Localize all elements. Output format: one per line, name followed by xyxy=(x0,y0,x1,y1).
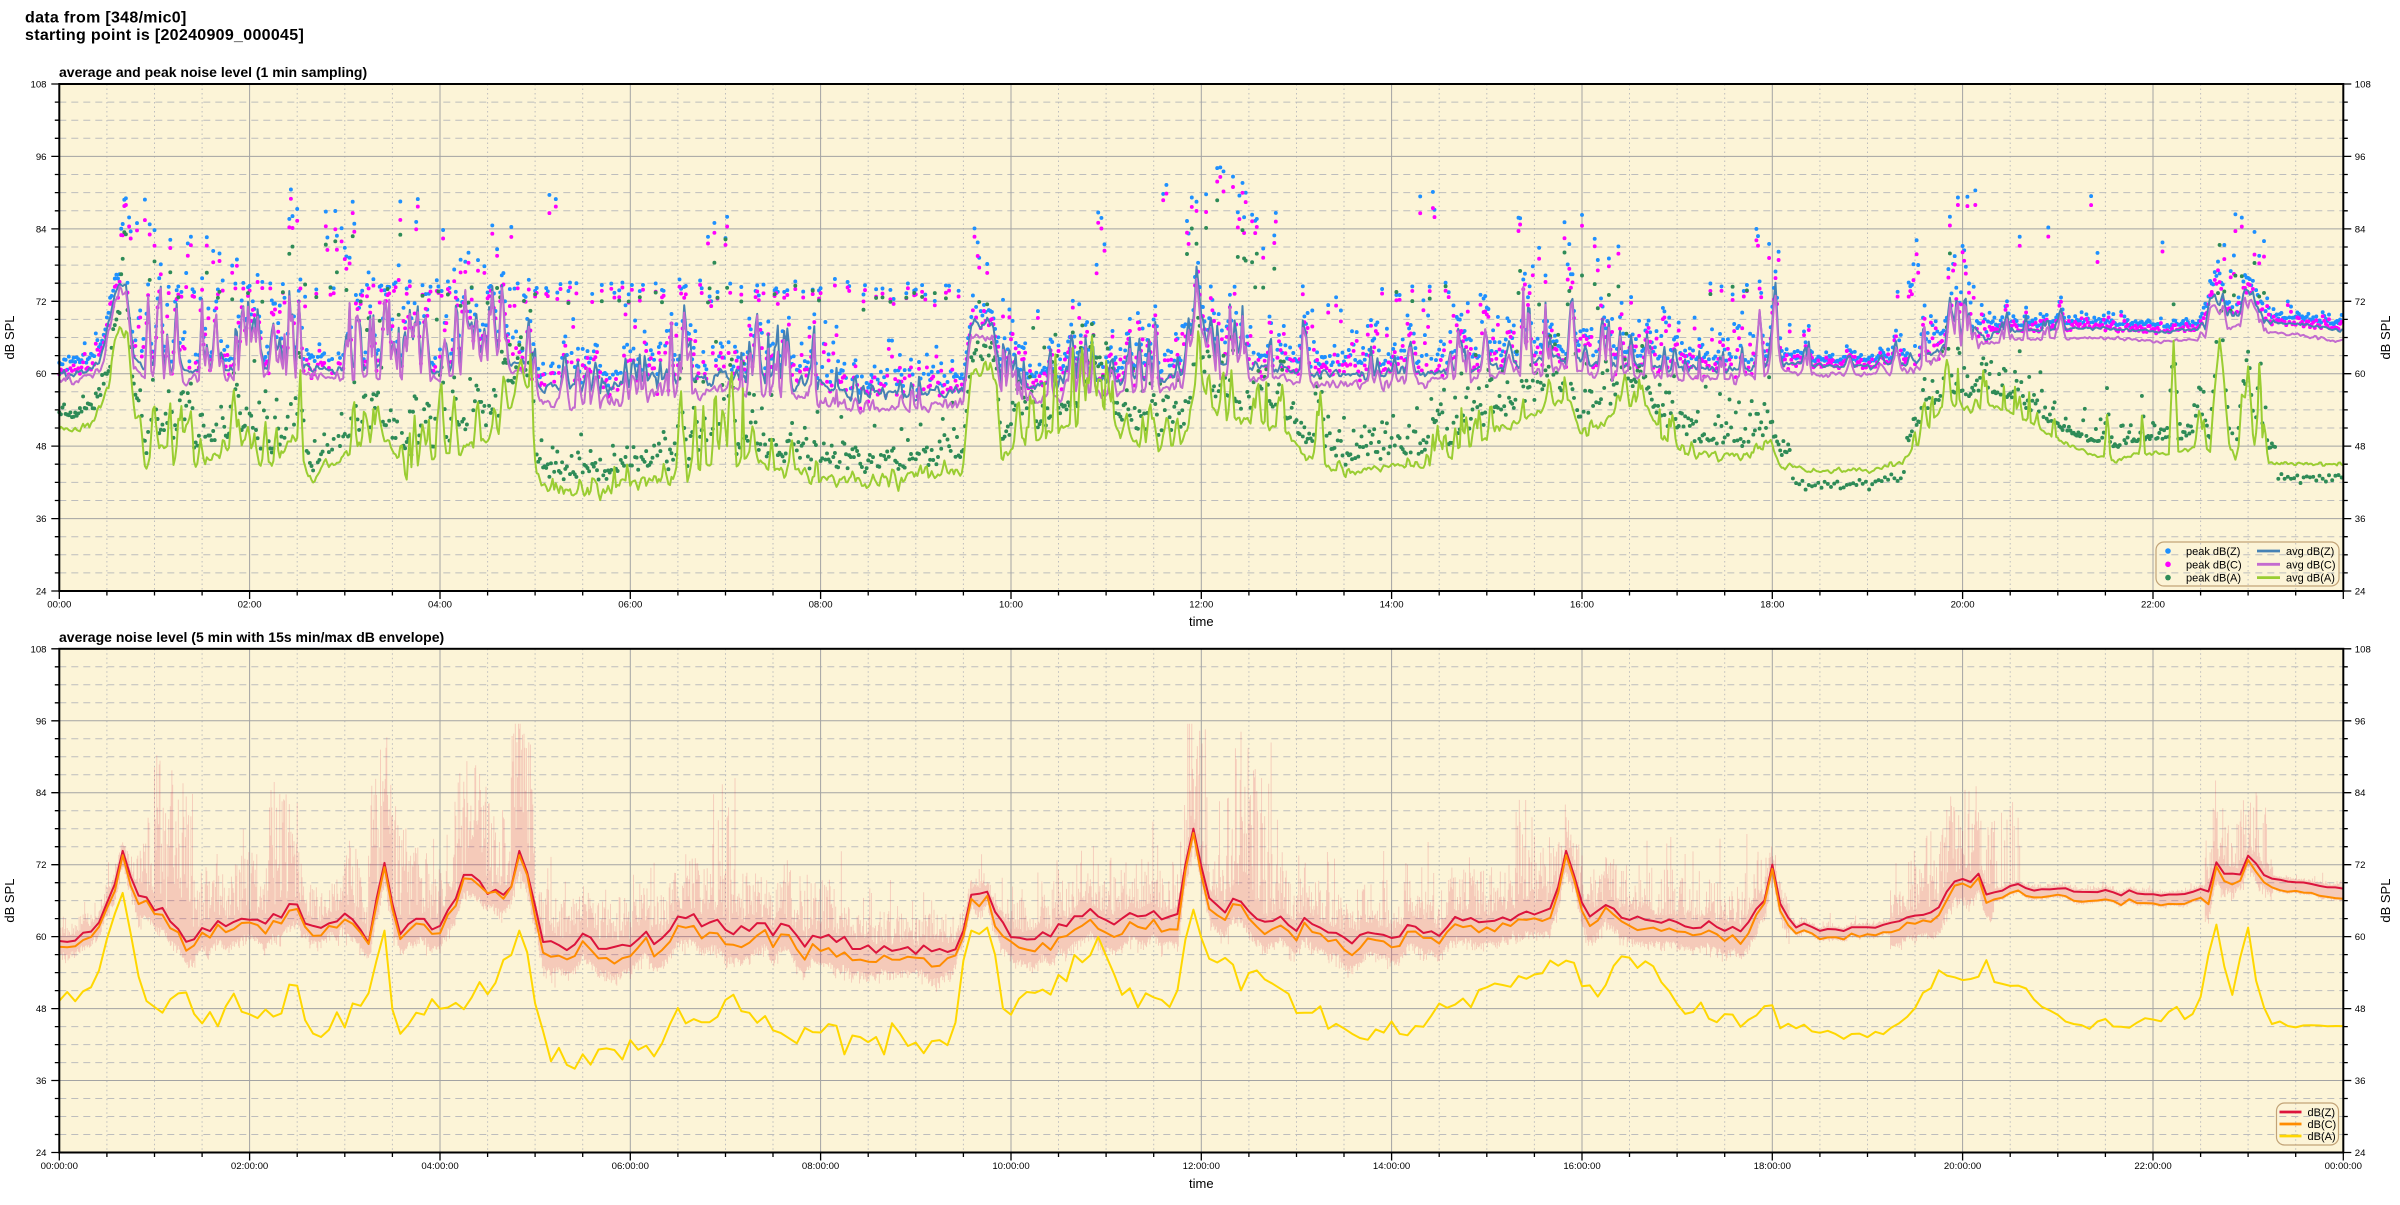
svg-text:dB SPL: dB SPL xyxy=(2378,315,2393,359)
svg-text:dB(C): dB(C) xyxy=(2308,1119,2337,1131)
svg-text:48: 48 xyxy=(2355,442,2366,453)
svg-text:peak dB(C): peak dB(C) xyxy=(2186,559,2242,571)
svg-text:84: 84 xyxy=(2355,788,2366,799)
svg-text:time: time xyxy=(1189,614,1214,629)
svg-text:04:00: 04:00 xyxy=(428,600,452,611)
svg-text:72: 72 xyxy=(36,297,47,308)
svg-text:04:00:00: 04:00:00 xyxy=(421,1161,458,1172)
svg-text:00:00:00: 00:00:00 xyxy=(2325,1161,2362,1172)
svg-text:96: 96 xyxy=(2355,152,2366,163)
svg-text:average noise level (5 min wit: average noise level (5 min with 15s min/… xyxy=(59,629,444,645)
svg-text:avg dB(Z): avg dB(Z) xyxy=(2286,546,2334,558)
svg-text:06:00: 06:00 xyxy=(618,600,642,611)
svg-text:avg dB(C): avg dB(C) xyxy=(2286,559,2336,571)
svg-text:08:00: 08:00 xyxy=(809,600,833,611)
svg-text:peak dB(Z): peak dB(Z) xyxy=(2186,546,2240,558)
svg-text:72: 72 xyxy=(2355,860,2366,871)
svg-text:16:00:00: 16:00:00 xyxy=(1563,1161,1600,1172)
svg-text:10:00:00: 10:00:00 xyxy=(992,1161,1029,1172)
svg-text:24: 24 xyxy=(36,587,47,598)
svg-text:02:00:00: 02:00:00 xyxy=(231,1161,268,1172)
svg-text:84: 84 xyxy=(2355,224,2366,235)
svg-text:60: 60 xyxy=(36,369,47,380)
svg-text:18:00: 18:00 xyxy=(1760,600,1784,611)
svg-text:peak dB(A): peak dB(A) xyxy=(2186,573,2241,585)
svg-text:96: 96 xyxy=(36,152,47,163)
svg-text:dB(A): dB(A) xyxy=(2308,1131,2336,1143)
svg-text:08:00:00: 08:00:00 xyxy=(802,1161,839,1172)
svg-text:time: time xyxy=(1189,1176,1214,1191)
svg-text:10:00: 10:00 xyxy=(999,600,1023,611)
svg-text:24: 24 xyxy=(2355,587,2366,598)
svg-text:dB SPL: dB SPL xyxy=(2,315,17,359)
svg-text:06:00:00: 06:00:00 xyxy=(612,1161,649,1172)
svg-text:48: 48 xyxy=(2355,1004,2366,1015)
svg-text:108: 108 xyxy=(30,80,46,91)
svg-text:84: 84 xyxy=(36,788,47,799)
svg-text:96: 96 xyxy=(36,716,47,727)
svg-text:24: 24 xyxy=(2355,1148,2366,1159)
svg-text:00:00: 00:00 xyxy=(47,600,71,611)
svg-text:96: 96 xyxy=(2355,716,2366,727)
svg-text:02:00: 02:00 xyxy=(238,600,262,611)
svg-text:108: 108 xyxy=(30,644,46,655)
svg-text:60: 60 xyxy=(2355,369,2366,380)
svg-text:18:00:00: 18:00:00 xyxy=(1754,1161,1791,1172)
svg-text:average and peak noise level (: average and peak noise level (1 min samp… xyxy=(59,64,367,80)
svg-text:dB SPL: dB SPL xyxy=(2,879,17,923)
svg-text:22:00:00: 22:00:00 xyxy=(2134,1161,2171,1172)
svg-text:14:00:00: 14:00:00 xyxy=(1373,1161,1410,1172)
svg-text:avg dB(A): avg dB(A) xyxy=(2286,573,2335,585)
svg-text:36: 36 xyxy=(36,514,47,525)
svg-text:36: 36 xyxy=(2355,1076,2366,1087)
svg-text:36: 36 xyxy=(2355,514,2366,525)
svg-text:36: 36 xyxy=(36,1076,47,1087)
svg-text:12:00:00: 12:00:00 xyxy=(1183,1161,1220,1172)
svg-text:72: 72 xyxy=(36,860,47,871)
svg-text:dB(Z): dB(Z) xyxy=(2308,1107,2336,1119)
svg-text:00:00:00: 00:00:00 xyxy=(41,1161,78,1172)
svg-text:60: 60 xyxy=(2355,932,2366,943)
svg-text:14:00: 14:00 xyxy=(1380,600,1404,611)
svg-text:24: 24 xyxy=(36,1148,47,1159)
svg-text:72: 72 xyxy=(2355,297,2366,308)
svg-text:dB SPL: dB SPL xyxy=(2378,879,2393,923)
svg-text:60: 60 xyxy=(36,932,47,943)
svg-text:108: 108 xyxy=(2355,80,2371,91)
svg-text:starting point is [20240909_00: starting point is [20240909_000045] xyxy=(25,27,304,44)
svg-text:data from [348/mic0]: data from [348/mic0] xyxy=(25,10,187,27)
svg-text:12:00: 12:00 xyxy=(1189,600,1213,611)
svg-text:48: 48 xyxy=(36,442,47,453)
svg-text:22:00: 22:00 xyxy=(2141,600,2165,611)
svg-text:20:00: 20:00 xyxy=(1951,600,1975,611)
svg-text:16:00: 16:00 xyxy=(1570,600,1594,611)
svg-text:20:00:00: 20:00:00 xyxy=(1944,1161,1981,1172)
svg-text:84: 84 xyxy=(36,224,47,235)
svg-text:48: 48 xyxy=(36,1004,47,1015)
svg-text:108: 108 xyxy=(2355,644,2371,655)
